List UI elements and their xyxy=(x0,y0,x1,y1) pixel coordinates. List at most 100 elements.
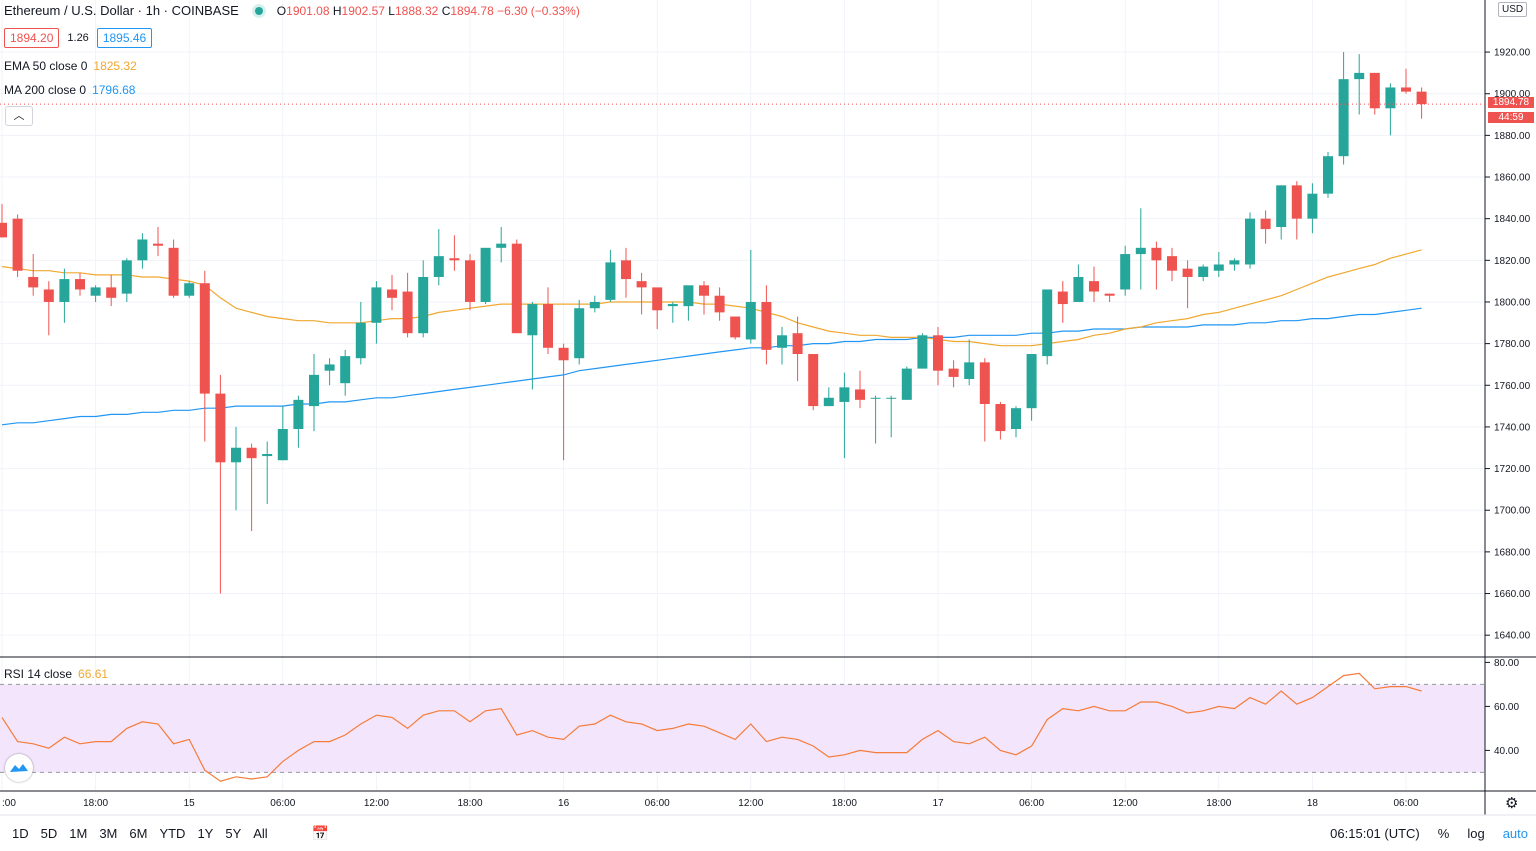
time-axis-label: 18:00 xyxy=(83,798,108,809)
candle-up xyxy=(605,262,616,300)
ma-legend[interactable]: MA 200 close 0 1796.68 xyxy=(4,83,135,97)
clock-display[interactable]: 06:15:01 (UTC) xyxy=(1330,826,1420,841)
candle-down xyxy=(1057,291,1068,305)
time-axis-label: 12:00 xyxy=(738,798,763,809)
sell-price-button[interactable]: 1894.20 xyxy=(4,28,60,48)
percent-toggle[interactable]: % xyxy=(1437,826,1450,841)
ma200-line xyxy=(1,307,1422,426)
candle-up xyxy=(823,397,834,407)
quote-boxes: 1894.20 1.26 1895.46 xyxy=(4,28,153,48)
candle-up xyxy=(433,256,444,277)
logo-icon[interactable] xyxy=(5,754,33,782)
high-value: 1902.57 xyxy=(341,3,385,18)
candle-up xyxy=(527,304,538,336)
candle-down xyxy=(543,304,553,348)
collapse-legend-button[interactable]: ︿ xyxy=(5,106,33,126)
candle-up xyxy=(231,447,241,463)
log-toggle[interactable]: log xyxy=(1467,826,1485,841)
symbol-title[interactable]: Ethereum / U.S. Dollar · 1h · COINBASE xyxy=(4,3,239,18)
time-axis-label: 18:00 xyxy=(1206,798,1231,809)
candle-up xyxy=(745,301,756,340)
timeframe-1m[interactable]: 1M xyxy=(69,826,88,841)
candle-up xyxy=(1307,193,1318,219)
currency-label[interactable]: USD xyxy=(1498,2,1528,17)
candle-down xyxy=(465,260,475,302)
time-axis-label: 18:00 xyxy=(457,798,482,809)
symbol-header: Ethereum / U.S. Dollar · 1h · COINBASE O… xyxy=(4,3,580,18)
candle-up xyxy=(1135,247,1146,255)
high-label: H xyxy=(332,3,342,18)
candle-down xyxy=(28,276,39,288)
low-label: L xyxy=(388,3,395,18)
candle-down xyxy=(1401,87,1411,92)
timeframe-ytd[interactable]: YTD xyxy=(159,826,186,841)
candle-down xyxy=(1369,72,1380,109)
timeframe-1y[interactable]: 1Y xyxy=(197,826,214,841)
candle-up xyxy=(90,287,101,296)
rsi-legend[interactable]: RSI 14 close 66.61 xyxy=(4,667,108,681)
rsi-axis-label: 40.00 xyxy=(1494,746,1519,757)
candle-up xyxy=(262,453,273,457)
candle-up xyxy=(340,356,351,384)
candle-up xyxy=(777,335,787,348)
candle-down xyxy=(1151,247,1162,261)
calendar-range-icon[interactable]: 📅 xyxy=(311,825,330,841)
close-label: C xyxy=(441,3,451,18)
timeframe-1d[interactable]: 1D xyxy=(12,826,29,841)
price-axis-label: 1800.00 xyxy=(1494,297,1531,308)
candle-down xyxy=(106,287,117,298)
market-status-icon xyxy=(254,6,263,15)
candle-down xyxy=(43,289,54,302)
timeframe-3m[interactable]: 3M xyxy=(99,826,118,841)
open-value: 1901.08 xyxy=(286,3,330,18)
candle-down xyxy=(168,247,179,296)
candle-down xyxy=(995,404,1006,432)
candle-up xyxy=(1042,289,1053,357)
time-axis-label: 18 xyxy=(1307,798,1319,809)
ma-label: MA 200 close 0 xyxy=(4,83,87,97)
timeframe-all[interactable]: All xyxy=(253,826,268,841)
candle-up xyxy=(1073,276,1084,302)
candle-down xyxy=(699,285,709,296)
timeframe-5y[interactable]: 5Y xyxy=(225,826,242,841)
buy-price-button[interactable]: 1895.46 xyxy=(96,28,153,48)
candle-down xyxy=(1260,218,1271,230)
candle-up xyxy=(964,362,975,380)
candle-down xyxy=(933,335,943,371)
price-axis-label: 1880.00 xyxy=(1494,131,1531,142)
auto-scale-toggle[interactable]: auto xyxy=(1502,826,1528,841)
candle-up xyxy=(418,276,429,334)
change-value: −6.30 (−0.33%) xyxy=(497,3,580,18)
price-axis-label: 1640.00 xyxy=(1494,631,1531,642)
candle-down xyxy=(215,393,226,463)
ema-value: 1825.32 xyxy=(93,59,137,73)
timeframe-6m[interactable]: 6M xyxy=(129,826,148,841)
time-axis-label: 16 xyxy=(558,798,570,809)
ema-legend[interactable]: EMA 50 close 0 1825.32 xyxy=(4,59,137,73)
candle-up xyxy=(1323,156,1333,194)
time-axis-label: 12:00 xyxy=(364,798,389,809)
rsi-band xyxy=(0,684,1485,773)
timeframe-5d[interactable]: 5D xyxy=(40,826,58,841)
ma-value: 1796.68 xyxy=(92,83,136,97)
candle-down xyxy=(1291,185,1302,219)
candle-down xyxy=(402,291,413,334)
candle-up xyxy=(1385,87,1396,109)
time-axis-label: 12:00 xyxy=(1113,798,1138,809)
price-axis-label: 1680.00 xyxy=(1494,547,1531,558)
candle-down xyxy=(855,389,865,400)
rsi-value: 66.61 xyxy=(78,667,109,681)
chevron-up-icon: ︿ xyxy=(13,110,25,122)
candle-down xyxy=(730,316,741,338)
price-axis-label: 1780.00 xyxy=(1494,339,1531,350)
time-axis-label: 06:00 xyxy=(1019,798,1044,809)
candle-down xyxy=(636,281,647,288)
candle-up xyxy=(1276,185,1287,227)
candle-down xyxy=(0,222,7,238)
candle-down xyxy=(75,279,85,290)
settings-gear-icon[interactable]: ⚙ xyxy=(1505,795,1519,812)
candle-up xyxy=(1338,79,1349,157)
candle-down xyxy=(1089,281,1099,292)
candle-down xyxy=(1167,256,1177,271)
